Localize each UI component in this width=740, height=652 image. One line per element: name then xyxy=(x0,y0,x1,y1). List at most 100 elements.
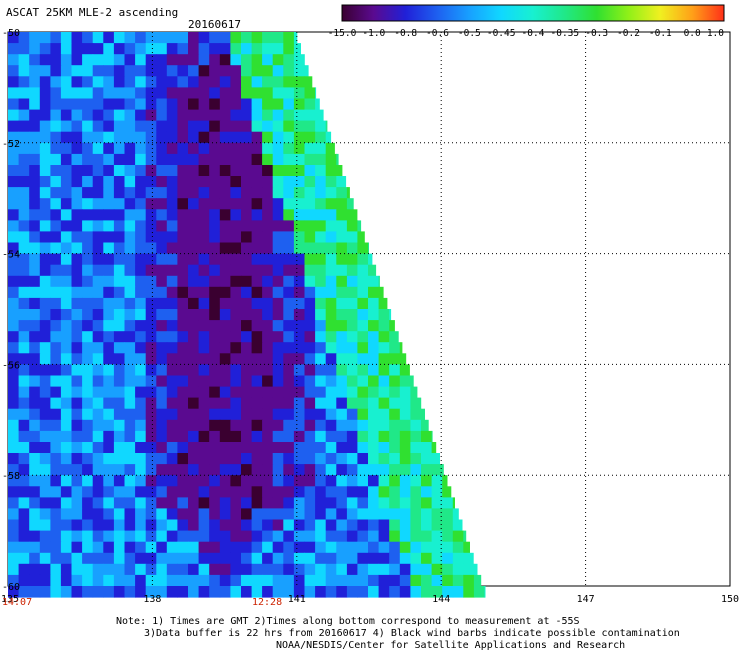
data-cell xyxy=(399,464,411,476)
data-cell xyxy=(251,43,263,55)
data-cell xyxy=(272,419,284,432)
data-cell xyxy=(113,375,125,388)
data-cell xyxy=(135,497,147,509)
data-cell xyxy=(60,397,72,410)
data-cell xyxy=(135,231,147,243)
data-cell xyxy=(18,142,30,155)
data-cell xyxy=(145,165,157,177)
data-cell xyxy=(188,242,200,255)
data-cell xyxy=(145,475,157,487)
data-cell xyxy=(71,198,83,210)
data-cell xyxy=(378,519,390,532)
lat-tick-label: -56 xyxy=(2,360,20,371)
data-cell xyxy=(463,541,470,554)
data-cell xyxy=(18,408,30,421)
data-cell xyxy=(315,586,327,598)
data-cell xyxy=(82,98,94,111)
data-cell xyxy=(304,297,316,310)
data-cell xyxy=(346,563,358,576)
data-cell xyxy=(8,353,20,365)
data-cell xyxy=(135,563,147,576)
time-label-end: 12:28 xyxy=(252,597,283,608)
data-cell xyxy=(251,586,263,598)
data-cell xyxy=(39,497,51,509)
data-cell xyxy=(156,453,168,465)
data-cell xyxy=(293,286,305,299)
data-cell xyxy=(262,574,274,587)
data-cell xyxy=(103,386,115,399)
data-cell xyxy=(156,297,168,310)
data-cell xyxy=(82,120,94,133)
data-cell xyxy=(156,220,168,232)
data-cell xyxy=(262,253,274,266)
data-cell xyxy=(50,486,62,498)
data-cell xyxy=(304,497,316,509)
data-cell xyxy=(346,209,358,221)
data-cell xyxy=(272,497,284,509)
data-cell xyxy=(304,386,316,399)
data-cell xyxy=(293,264,305,277)
data-cell xyxy=(82,563,94,576)
data-cell xyxy=(209,419,221,432)
data-cell xyxy=(198,497,210,509)
data-cell xyxy=(368,386,380,399)
data-cell xyxy=(346,397,358,410)
data-cell xyxy=(198,153,210,166)
data-cell xyxy=(166,530,178,543)
data-cell xyxy=(410,475,422,487)
data-cell xyxy=(124,242,136,255)
data-cell xyxy=(145,275,157,288)
data-cell xyxy=(50,408,62,421)
data-cell xyxy=(60,519,72,532)
data-cell xyxy=(188,475,200,487)
data-cell xyxy=(166,574,178,587)
data-cell xyxy=(103,297,115,310)
data-cell xyxy=(272,176,284,188)
data-cell xyxy=(241,375,253,388)
data-cell xyxy=(198,419,210,432)
data-cell xyxy=(283,253,295,266)
data-cell xyxy=(8,497,20,509)
data-cell xyxy=(188,342,200,354)
data-cell xyxy=(251,142,263,155)
data-cell xyxy=(29,220,41,232)
data-cell xyxy=(272,87,284,99)
data-cell xyxy=(135,309,147,321)
data-cell xyxy=(272,286,284,299)
data-cell xyxy=(135,87,147,99)
data-cell xyxy=(29,419,41,432)
data-cell xyxy=(230,209,242,221)
data-cell xyxy=(262,552,274,565)
data-cell xyxy=(325,430,337,443)
data-cell xyxy=(198,176,210,188)
data-cell xyxy=(241,342,253,354)
data-cell xyxy=(8,253,20,266)
data-cell xyxy=(145,131,157,144)
data-cell xyxy=(145,65,157,77)
data-cell xyxy=(39,475,51,487)
data-cell xyxy=(219,43,231,55)
data-cell xyxy=(92,242,104,255)
data-cell xyxy=(262,397,274,410)
data-cell xyxy=(188,430,200,443)
data-cell xyxy=(272,586,284,598)
data-cell xyxy=(219,342,231,354)
data-cell xyxy=(262,508,274,520)
data-cell xyxy=(368,453,380,465)
data-cell xyxy=(336,475,348,487)
data-cell xyxy=(18,286,30,299)
data-cell xyxy=(156,497,168,509)
data-cell xyxy=(124,497,136,509)
data-cell xyxy=(71,275,83,288)
data-cell xyxy=(368,331,380,343)
data-cell xyxy=(378,552,390,565)
data-cell xyxy=(241,120,253,133)
data-cell xyxy=(452,497,455,509)
data-cell xyxy=(346,364,358,376)
data-cell xyxy=(315,87,317,99)
data-cell xyxy=(272,508,284,520)
data-cell xyxy=(166,253,178,266)
data-cell xyxy=(145,176,157,188)
data-cell xyxy=(336,342,348,354)
